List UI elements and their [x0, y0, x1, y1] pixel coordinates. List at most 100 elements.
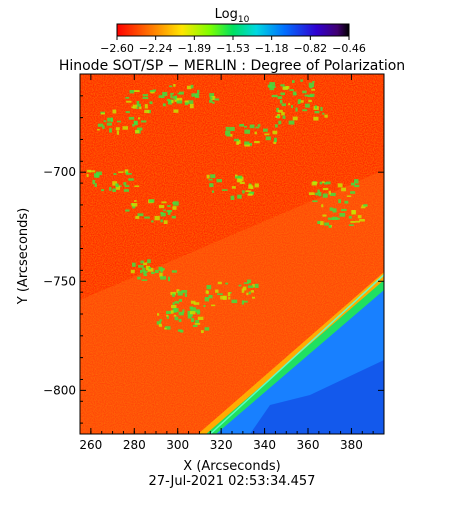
polarization-patch [134, 200, 137, 202]
polarization-patch [107, 117, 113, 122]
polarization-patch [187, 100, 194, 104]
polarization-patch [282, 115, 286, 119]
polarization-patch [126, 173, 132, 175]
polarization-patch [344, 200, 349, 204]
colorbar-tick-label: −1.18 [255, 42, 289, 55]
polarization-patch [163, 220, 168, 224]
polarization-patch [250, 290, 254, 293]
polarization-patch [206, 290, 209, 294]
polarization-patch [236, 178, 240, 183]
polarization-patch [168, 100, 173, 105]
polarization-patch [250, 185, 254, 190]
polarization-patch [339, 213, 346, 217]
polarization-patch [162, 103, 166, 107]
polarization-patch [166, 314, 169, 317]
polarization-patch [172, 96, 177, 99]
polarization-patch [244, 141, 250, 145]
polarization-patch [332, 208, 337, 213]
polarization-patch [318, 192, 322, 197]
timestamp: 27-Jul-2021 02:53:34.457 [149, 474, 316, 489]
polarization-patch [160, 219, 163, 223]
polarization-patch [322, 181, 325, 183]
x-tick-label: 360 [297, 438, 320, 452]
polarization-patch [264, 133, 270, 136]
polarization-patch [206, 285, 212, 290]
polarization-patch [330, 192, 336, 196]
polarization-patch [204, 327, 210, 331]
polarization-patch [169, 85, 173, 88]
polarization-patch [239, 124, 245, 127]
polarization-patch [305, 103, 310, 108]
polarization-patch [249, 124, 255, 129]
polarization-patch [173, 84, 176, 87]
x-tick-label: 260 [79, 438, 102, 452]
polarization-patch [312, 200, 318, 203]
polarization-patch [172, 293, 175, 297]
polarization-patch [281, 103, 286, 107]
polarization-patch [166, 310, 172, 314]
polarization-patch [149, 101, 153, 105]
polarization-patch [277, 96, 283, 99]
polarization-patch [269, 82, 276, 86]
polarization-patch [225, 126, 230, 131]
polarization-patch [215, 289, 219, 293]
polarization-patch [294, 93, 297, 95]
polarization-patch [271, 94, 278, 98]
polarization-patch [161, 268, 165, 271]
polarization-patch [238, 284, 242, 287]
polarization-patch [109, 128, 112, 133]
polarization-patch [161, 201, 167, 204]
polarization-patch [245, 190, 252, 193]
polarization-patch [265, 136, 271, 141]
polarization-patch [158, 323, 162, 327]
polarization-patch [242, 286, 247, 291]
polarization-patch [193, 302, 200, 305]
x-tick-label: 300 [166, 438, 189, 452]
polarization-patch [182, 309, 185, 314]
polarization-patch [320, 106, 323, 112]
polarization-patch [230, 134, 233, 137]
polarization-patch [309, 86, 313, 89]
polarization-patch [140, 269, 143, 274]
polarization-patch [174, 316, 179, 321]
polarization-patch [168, 276, 171, 282]
polarization-patch [173, 109, 179, 113]
polarization-patch [164, 326, 171, 330]
polarization-patch [191, 318, 195, 323]
polarization-patch [250, 191, 255, 194]
polarization-patch [208, 295, 213, 299]
polarization-patch [337, 183, 343, 188]
polarization-patch [247, 285, 254, 288]
polarization-patch [341, 187, 346, 192]
polarization-patch [181, 290, 188, 293]
polarization-patch [323, 182, 327, 185]
polarization-patch [135, 130, 140, 134]
polarization-patch [272, 130, 278, 135]
polarization-patch [142, 96, 149, 99]
polarization-patch [252, 284, 255, 288]
polarization-patch [112, 181, 118, 186]
polarization-patch [170, 310, 174, 314]
polarization-patch [319, 181, 323, 185]
polarization-patch [267, 84, 272, 88]
polarization-patch [159, 272, 163, 278]
polarization-patch [160, 276, 166, 280]
polarization-patch [312, 81, 315, 83]
polarization-patch [152, 89, 157, 92]
polarization-patch [196, 310, 201, 315]
polarization-patch [143, 274, 148, 277]
polarization-patch [322, 112, 325, 115]
polarization-patch [288, 103, 291, 106]
polarization-patch [269, 85, 275, 91]
polarization-patch [113, 173, 117, 175]
polarization-patch [308, 192, 315, 195]
polarization-patch [144, 216, 150, 219]
polarization-patch [184, 293, 188, 297]
x-tick-label: 320 [210, 438, 233, 452]
polarization-patch [144, 104, 148, 109]
polarization-patch [248, 291, 251, 295]
polarization-patch [311, 181, 317, 186]
polarization-patch [116, 120, 121, 123]
polarization-patch [190, 300, 196, 304]
polarization-patch [173, 308, 179, 312]
